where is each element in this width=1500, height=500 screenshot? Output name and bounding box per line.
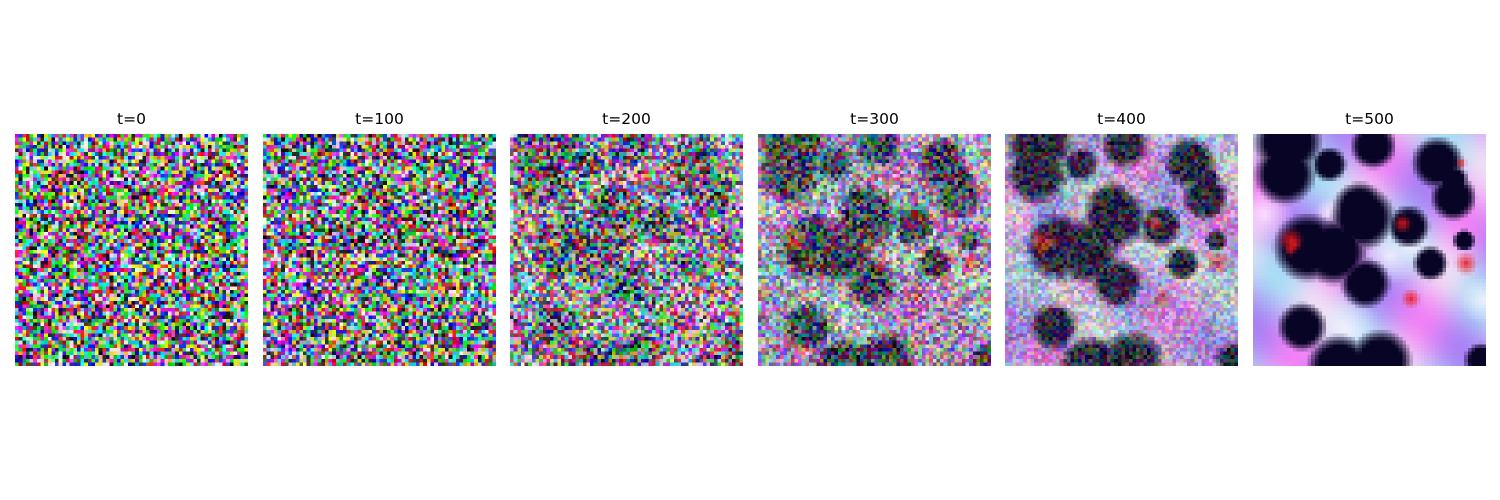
panel-image bbox=[758, 134, 991, 366]
panel-title: t=500 bbox=[1345, 110, 1394, 128]
panel-t100: t=100 bbox=[263, 107, 496, 366]
panel-image bbox=[263, 134, 496, 366]
panel-image bbox=[15, 134, 248, 366]
panel-title: t=0 bbox=[117, 110, 146, 128]
panel-t500: t=500 bbox=[1253, 107, 1486, 366]
panel-image bbox=[510, 134, 743, 366]
panel-title: t=400 bbox=[1097, 110, 1146, 128]
panel-t400: t=400 bbox=[1005, 107, 1238, 366]
panel-title: t=200 bbox=[602, 110, 651, 128]
panel-title: t=300 bbox=[850, 110, 899, 128]
panel-image bbox=[1005, 134, 1238, 366]
panel-t300: t=300 bbox=[758, 107, 991, 366]
panel-t0: t=0 bbox=[15, 107, 248, 366]
panel-t200: t=200 bbox=[510, 107, 743, 366]
panel-image bbox=[1253, 134, 1486, 366]
panel-title: t=100 bbox=[355, 110, 404, 128]
